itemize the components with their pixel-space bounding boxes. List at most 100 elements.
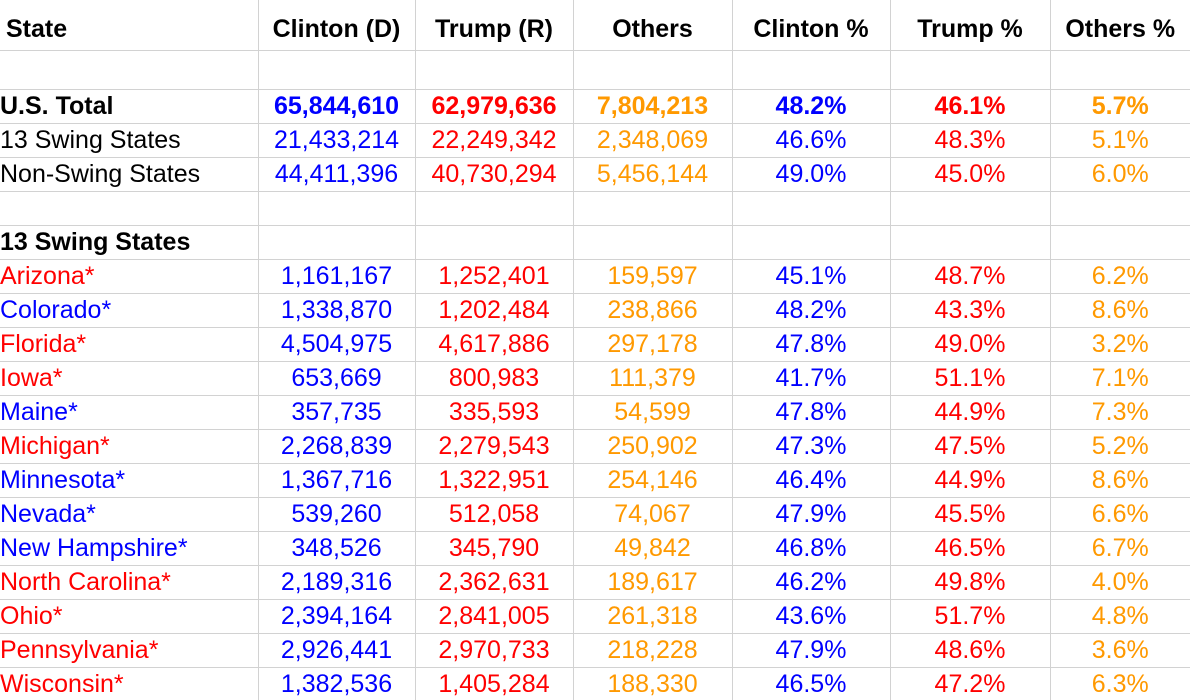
value-cell[interactable] xyxy=(572,49,733,90)
value-cell[interactable]: 51.7% xyxy=(889,598,1051,634)
value-cell[interactable] xyxy=(889,224,1051,260)
state-cell[interactable]: New Hampshire* xyxy=(0,530,259,566)
column-header-trump-percent[interactable]: Trump % xyxy=(889,0,1051,51)
value-cell[interactable] xyxy=(414,49,574,90)
value-cell[interactable]: 5.1% xyxy=(1049,122,1190,158)
value-cell[interactable]: 8.6% xyxy=(1049,462,1190,498)
state-cell[interactable]: Colorado* xyxy=(0,292,259,328)
state-cell[interactable]: 13 Swing States xyxy=(0,224,259,260)
state-cell[interactable]: Arizona* xyxy=(0,258,259,294)
value-cell[interactable]: 1,322,951 xyxy=(414,462,574,498)
state-cell[interactable]: Ohio* xyxy=(0,598,259,634)
value-cell[interactable]: 46.8% xyxy=(731,530,891,566)
value-cell[interactable] xyxy=(257,190,416,226)
value-cell[interactable]: 49.0% xyxy=(731,156,891,192)
value-cell[interactable]: 348,526 xyxy=(257,530,416,566)
value-cell[interactable] xyxy=(414,224,574,260)
value-cell[interactable]: 2,970,733 xyxy=(414,632,574,668)
value-cell[interactable]: 254,146 xyxy=(572,462,733,498)
value-cell[interactable]: 49.8% xyxy=(889,564,1051,600)
value-cell[interactable]: 2,926,441 xyxy=(257,632,416,668)
column-header-clinton-votes[interactable]: Clinton (D) xyxy=(257,0,416,51)
value-cell[interactable]: 7,804,213 xyxy=(572,88,733,124)
value-cell[interactable]: 1,338,870 xyxy=(257,292,416,328)
value-cell[interactable] xyxy=(1049,224,1190,260)
state-cell[interactable]: 13 Swing States xyxy=(0,122,259,158)
state-cell[interactable]: U.S. Total xyxy=(0,88,259,124)
value-cell[interactable]: 47.8% xyxy=(731,326,891,362)
value-cell[interactable]: 46.1% xyxy=(889,88,1051,124)
value-cell[interactable]: 4.8% xyxy=(1049,598,1190,634)
value-cell[interactable]: 6.6% xyxy=(1049,496,1190,532)
value-cell[interactable]: 250,902 xyxy=(572,428,733,464)
value-cell[interactable]: 2,394,164 xyxy=(257,598,416,634)
value-cell[interactable]: 4.0% xyxy=(1049,564,1190,600)
value-cell[interactable]: 47.2% xyxy=(889,666,1051,700)
value-cell[interactable] xyxy=(889,190,1051,226)
value-cell[interactable]: 45.5% xyxy=(889,496,1051,532)
state-cell[interactable]: Minnesota* xyxy=(0,462,259,498)
value-cell[interactable]: 512,058 xyxy=(414,496,574,532)
value-cell[interactable]: 7.3% xyxy=(1049,394,1190,430)
value-cell[interactable]: 189,617 xyxy=(572,564,733,600)
value-cell[interactable]: 47.9% xyxy=(731,632,891,668)
value-cell[interactable]: 48.2% xyxy=(731,88,891,124)
value-cell[interactable]: 46.4% xyxy=(731,462,891,498)
value-cell[interactable]: 159,597 xyxy=(572,258,733,294)
value-cell[interactable]: 47.5% xyxy=(889,428,1051,464)
column-header-others-percent[interactable]: Others % xyxy=(1049,0,1190,51)
value-cell[interactable]: 43.3% xyxy=(889,292,1051,328)
value-cell[interactable]: 653,669 xyxy=(257,360,416,396)
value-cell[interactable]: 22,249,342 xyxy=(414,122,574,158)
value-cell[interactable]: 3.6% xyxy=(1049,632,1190,668)
value-cell[interactable]: 45.0% xyxy=(889,156,1051,192)
value-cell[interactable]: 800,983 xyxy=(414,360,574,396)
value-cell[interactable]: 47.8% xyxy=(731,394,891,430)
value-cell[interactable]: 1,202,484 xyxy=(414,292,574,328)
value-cell[interactable]: 335,593 xyxy=(414,394,574,430)
value-cell[interactable]: 2,362,631 xyxy=(414,564,574,600)
value-cell[interactable]: 5.2% xyxy=(1049,428,1190,464)
value-cell[interactable]: 539,260 xyxy=(257,496,416,532)
value-cell[interactable]: 48.6% xyxy=(889,632,1051,668)
value-cell[interactable]: 46.5% xyxy=(731,666,891,700)
value-cell[interactable]: 49,842 xyxy=(572,530,733,566)
value-cell[interactable] xyxy=(731,49,891,90)
state-cell[interactable] xyxy=(0,49,259,90)
value-cell[interactable]: 1,252,401 xyxy=(414,258,574,294)
state-cell[interactable]: Pennsylvania* xyxy=(0,632,259,668)
value-cell[interactable]: 345,790 xyxy=(414,530,574,566)
value-cell[interactable]: 44.9% xyxy=(889,394,1051,430)
value-cell[interactable]: 2,268,839 xyxy=(257,428,416,464)
value-cell[interactable]: 47.3% xyxy=(731,428,891,464)
column-header-others-votes[interactable]: Others xyxy=(572,0,733,51)
value-cell[interactable]: 4,617,886 xyxy=(414,326,574,362)
value-cell[interactable]: 65,844,610 xyxy=(257,88,416,124)
state-cell[interactable]: Non-Swing States xyxy=(0,156,259,192)
value-cell[interactable]: 4,504,975 xyxy=(257,326,416,362)
value-cell[interactable]: 74,067 xyxy=(572,496,733,532)
value-cell[interactable]: 43.6% xyxy=(731,598,891,634)
value-cell[interactable] xyxy=(414,190,574,226)
column-header-state[interactable]: State xyxy=(0,0,259,51)
value-cell[interactable]: 46.5% xyxy=(889,530,1051,566)
value-cell[interactable]: 111,379 xyxy=(572,360,733,396)
value-cell[interactable]: 2,841,005 xyxy=(414,598,574,634)
value-cell[interactable]: 8.6% xyxy=(1049,292,1190,328)
value-cell[interactable]: 44.9% xyxy=(889,462,1051,498)
value-cell[interactable] xyxy=(572,190,733,226)
value-cell[interactable]: 51.1% xyxy=(889,360,1051,396)
value-cell[interactable]: 238,866 xyxy=(572,292,733,328)
value-cell[interactable]: 48.2% xyxy=(731,292,891,328)
value-cell[interactable]: 6.2% xyxy=(1049,258,1190,294)
value-cell[interactable]: 2,348,069 xyxy=(572,122,733,158)
state-cell[interactable]: Wisconsin* xyxy=(0,666,259,700)
value-cell[interactable]: 297,178 xyxy=(572,326,733,362)
value-cell[interactable]: 1,161,167 xyxy=(257,258,416,294)
value-cell[interactable]: 1,405,284 xyxy=(414,666,574,700)
value-cell[interactable] xyxy=(731,224,891,260)
value-cell[interactable] xyxy=(257,49,416,90)
state-cell[interactable]: Nevada* xyxy=(0,496,259,532)
value-cell[interactable] xyxy=(1049,190,1190,226)
value-cell[interactable]: 357,735 xyxy=(257,394,416,430)
